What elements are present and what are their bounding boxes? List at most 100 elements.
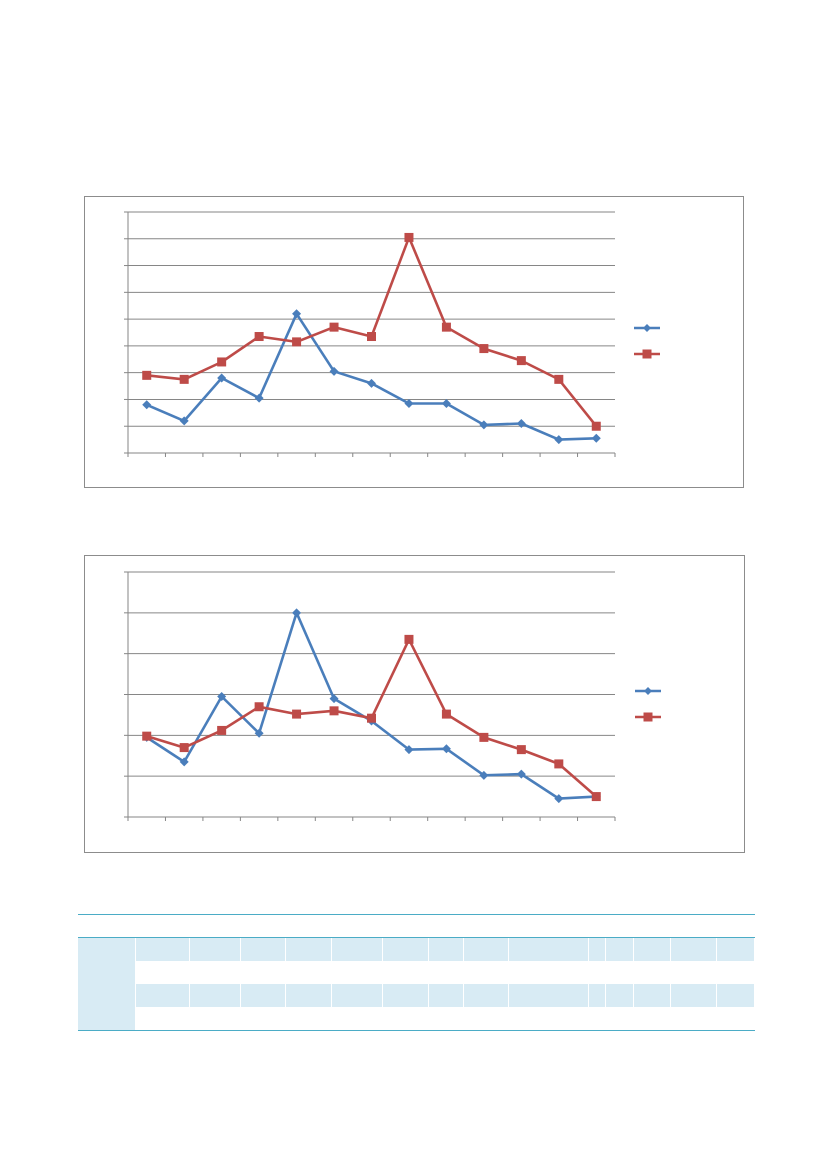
table-row-header-cell xyxy=(78,1007,137,1031)
table-row xyxy=(78,1007,756,1031)
table-cell xyxy=(285,984,332,1007)
table-cell xyxy=(588,961,606,984)
table-row xyxy=(78,937,756,961)
series-1-point xyxy=(591,433,601,443)
series-1-point xyxy=(367,378,376,388)
table-cell xyxy=(588,984,606,1007)
series-2-point xyxy=(479,344,489,354)
series-1-point xyxy=(441,744,451,754)
table-cell xyxy=(605,937,635,961)
table-cell xyxy=(588,1007,606,1031)
table-cell xyxy=(428,984,464,1007)
table-cell xyxy=(285,937,332,961)
series-2-point xyxy=(441,709,451,719)
legend-2-marker xyxy=(642,349,652,359)
table-cell xyxy=(189,961,242,984)
series-2-point xyxy=(254,332,264,342)
table-cell xyxy=(716,961,756,984)
series-1-point xyxy=(254,393,264,403)
table-cell xyxy=(463,1007,509,1031)
chart-1 xyxy=(84,196,744,488)
table-cell xyxy=(605,1007,635,1031)
table-header xyxy=(78,914,755,938)
series-1-line xyxy=(145,611,597,800)
table-cell xyxy=(428,961,464,984)
series-2-point xyxy=(404,634,414,644)
table-cell xyxy=(463,961,509,984)
table-cell xyxy=(135,1007,190,1031)
table-cell xyxy=(382,961,429,984)
series-1-point xyxy=(404,745,414,755)
series-1-point xyxy=(329,694,339,704)
table-row-header-cell xyxy=(78,937,137,961)
series-1-point xyxy=(404,398,414,408)
chart-2 xyxy=(84,555,745,853)
table-cell xyxy=(285,1007,332,1031)
table-cell xyxy=(716,1007,756,1031)
table-cell xyxy=(331,961,384,984)
table-cell xyxy=(135,961,190,984)
table-cell xyxy=(240,961,287,984)
table-cell xyxy=(605,961,635,984)
table-cell xyxy=(716,937,756,961)
table-cell xyxy=(633,937,672,961)
table-cell xyxy=(508,984,590,1007)
series-1-point xyxy=(554,435,564,445)
table-cell xyxy=(670,1007,717,1031)
table-row-header-cell xyxy=(78,961,137,984)
series-1-point xyxy=(142,400,152,410)
table-cell xyxy=(331,984,384,1007)
data-table xyxy=(78,914,756,1031)
series-2-point xyxy=(591,421,601,431)
legend-1-marker xyxy=(643,324,651,332)
table-cell xyxy=(633,1007,672,1031)
series-1-point xyxy=(217,373,227,383)
table-cell xyxy=(463,937,509,961)
table-cell xyxy=(463,984,509,1007)
series-2-point xyxy=(367,713,376,723)
table-cell xyxy=(382,937,429,961)
series-2-point xyxy=(591,792,601,802)
series-2-point xyxy=(179,743,189,753)
series-1-point xyxy=(292,608,302,618)
table-cell xyxy=(670,961,717,984)
table-cell xyxy=(633,984,672,1007)
table-cell xyxy=(285,961,332,984)
table-cell xyxy=(382,1007,429,1031)
table-cell xyxy=(135,937,190,961)
series-2-point xyxy=(479,732,489,742)
table-cell xyxy=(588,937,606,961)
table-cell xyxy=(240,937,287,961)
series-2-point xyxy=(142,731,152,741)
table-cell xyxy=(508,1007,590,1031)
table-cell xyxy=(508,961,590,984)
table-header-row xyxy=(78,914,755,938)
series-2-point xyxy=(217,725,227,735)
series-2-point xyxy=(292,709,302,719)
legend-1-marker xyxy=(644,687,652,695)
table-cell xyxy=(240,1007,287,1031)
table-cell xyxy=(189,937,242,961)
series-2-point xyxy=(329,322,339,332)
table-cell xyxy=(428,937,464,961)
series-1-point xyxy=(516,419,526,429)
series-1-point xyxy=(179,416,189,426)
table-row-header-cell xyxy=(78,984,137,1007)
series-1-point xyxy=(516,769,526,779)
series-2-point xyxy=(367,332,376,342)
table-cell xyxy=(135,984,190,1007)
table-cell xyxy=(240,984,287,1007)
series-1-point xyxy=(554,794,564,804)
series-2-point xyxy=(329,706,339,716)
table-cell xyxy=(508,937,590,961)
series-2-point xyxy=(217,357,227,367)
series-2-point xyxy=(254,702,264,712)
table-cell xyxy=(670,937,717,961)
series-1-point xyxy=(292,309,302,319)
series-1-point xyxy=(217,692,227,702)
series-2-point xyxy=(441,322,451,332)
series-2-point xyxy=(292,337,302,347)
table-cell xyxy=(428,1007,464,1031)
table-cell xyxy=(605,984,635,1007)
table-cell xyxy=(633,961,672,984)
